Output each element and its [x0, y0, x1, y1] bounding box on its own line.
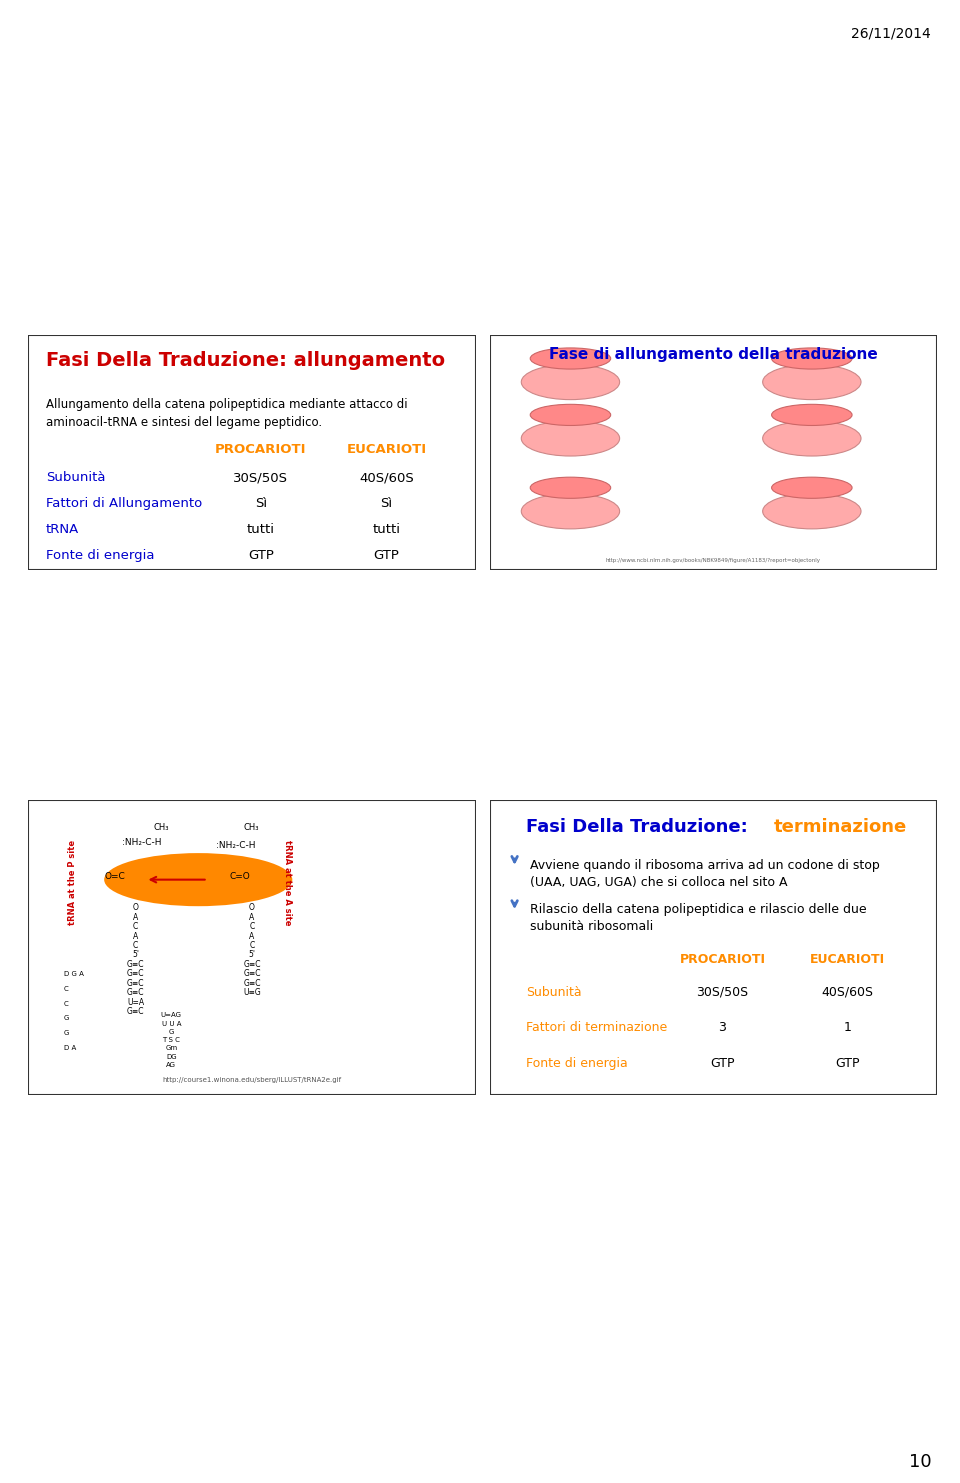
Text: Avviene quando il ribosoma arriva ad un codone di stop
(UAA, UAG, UGA) che si co: Avviene quando il ribosoma arriva ad un …	[530, 859, 880, 888]
Text: U U A: U U A	[161, 1020, 181, 1026]
Text: G≡C: G≡C	[127, 979, 144, 988]
Text: tRNA at the P site: tRNA at the P site	[68, 839, 78, 925]
Text: 5': 5'	[249, 951, 255, 960]
Text: G≡C: G≡C	[127, 988, 144, 997]
Text: Subunità: Subunità	[46, 472, 106, 485]
Text: Fonte di energia: Fonte di energia	[526, 1057, 628, 1069]
Text: GTP: GTP	[373, 549, 399, 562]
Text: tRNA at the A site: tRNA at the A site	[283, 839, 293, 925]
Text: DG: DG	[166, 1054, 177, 1060]
Ellipse shape	[521, 494, 619, 529]
Text: C: C	[63, 986, 68, 992]
Text: :NH₂-C-H: :NH₂-C-H	[216, 841, 255, 850]
Ellipse shape	[762, 365, 861, 399]
Ellipse shape	[772, 405, 852, 426]
Text: C=O: C=O	[229, 872, 251, 881]
Text: CH₃: CH₃	[154, 823, 169, 832]
Ellipse shape	[530, 349, 611, 369]
Text: A: A	[250, 931, 254, 940]
Ellipse shape	[521, 421, 619, 457]
Text: G≡C: G≡C	[127, 960, 144, 968]
Text: 40S/60S: 40S/60S	[359, 472, 414, 485]
Text: EUCARIOTI: EUCARIOTI	[347, 443, 426, 457]
Text: GTP: GTP	[248, 549, 274, 562]
Text: 40S/60S: 40S/60S	[822, 986, 874, 1000]
Text: C: C	[63, 1001, 68, 1007]
Text: 30S/50S: 30S/50S	[233, 472, 288, 485]
Text: Fasi Della Traduzione:: Fasi Della Traduzione:	[526, 817, 754, 836]
Text: tRNA: tRNA	[46, 523, 79, 535]
Text: :NH₂-C-H: :NH₂-C-H	[122, 838, 161, 847]
Text: CH₃: CH₃	[243, 823, 258, 832]
Text: G: G	[63, 1016, 69, 1022]
Text: G≡C: G≡C	[127, 970, 144, 979]
Text: U≡G: U≡G	[243, 988, 261, 997]
Text: 30S/50S: 30S/50S	[696, 986, 749, 1000]
Text: G≡C: G≡C	[243, 960, 261, 968]
Text: T S C: T S C	[162, 1037, 180, 1043]
Text: C: C	[132, 942, 138, 951]
Text: G≡C: G≡C	[243, 970, 261, 979]
Text: C: C	[132, 922, 138, 931]
Text: Fattori di Allungamento: Fattori di Allungamento	[46, 497, 203, 510]
Ellipse shape	[772, 478, 852, 498]
Text: A: A	[250, 912, 254, 922]
Text: Sì: Sì	[380, 497, 393, 510]
Ellipse shape	[137, 863, 259, 897]
Text: GTP: GTP	[835, 1057, 860, 1069]
Text: tutti: tutti	[372, 523, 400, 535]
Text: Sì: Sì	[255, 497, 267, 510]
Text: 26/11/2014: 26/11/2014	[852, 27, 931, 40]
Ellipse shape	[762, 494, 861, 529]
Text: Fonte di energia: Fonte di energia	[46, 549, 155, 562]
Text: U=AG: U=AG	[161, 1013, 181, 1019]
Text: Subunità: Subunità	[526, 986, 582, 1000]
Text: PROCARIOTI: PROCARIOTI	[215, 443, 306, 457]
Text: U=A: U=A	[127, 998, 144, 1007]
Text: EUCARIOTI: EUCARIOTI	[810, 954, 885, 967]
Text: D G A: D G A	[63, 971, 84, 977]
Text: A: A	[132, 912, 138, 922]
Text: 10: 10	[908, 1453, 931, 1471]
Text: Gm: Gm	[165, 1046, 178, 1051]
Text: http://www.ncbi.nlm.nih.gov/books/NBK9849/figure/A1183/?report=objectonly: http://www.ncbi.nlm.nih.gov/books/NBK984…	[606, 558, 821, 564]
Ellipse shape	[762, 421, 861, 457]
Text: tutti: tutti	[247, 523, 275, 535]
Text: http://course1.winona.edu/sberg/ILLUST/tRNA2e.gif: http://course1.winona.edu/sberg/ILLUST/t…	[162, 1077, 342, 1083]
Ellipse shape	[521, 365, 619, 399]
Ellipse shape	[118, 857, 278, 902]
Text: O: O	[249, 903, 255, 912]
Text: D A: D A	[63, 1046, 76, 1051]
Ellipse shape	[530, 405, 611, 426]
Text: Allungamento della catena polipeptidica mediante attacco di
aminoacil-tRNA e sin: Allungamento della catena polipeptidica …	[46, 399, 408, 430]
Ellipse shape	[160, 869, 236, 890]
Text: terminazione: terminazione	[774, 817, 907, 836]
Text: O: O	[132, 903, 138, 912]
Text: G: G	[169, 1029, 174, 1035]
Text: AG: AG	[166, 1062, 177, 1068]
Text: Fattori di terminazione: Fattori di terminazione	[526, 1022, 667, 1034]
Text: A: A	[132, 931, 138, 940]
Ellipse shape	[105, 853, 292, 906]
Text: G≡C: G≡C	[127, 1007, 144, 1016]
Text: GTP: GTP	[710, 1057, 734, 1069]
Text: PROCARIOTI: PROCARIOTI	[680, 954, 765, 967]
Text: C: C	[250, 942, 254, 951]
Text: G≡C: G≡C	[243, 979, 261, 988]
Text: Fase di allungamento della traduzione: Fase di allungamento della traduzione	[549, 347, 877, 362]
Text: C: C	[250, 922, 254, 931]
Text: Rilascio della catena polipeptidica e rilascio delle due
subunità ribosomali: Rilascio della catena polipeptidica e ri…	[530, 903, 867, 933]
Text: G: G	[63, 1031, 69, 1037]
Text: 3: 3	[718, 1022, 727, 1034]
Ellipse shape	[772, 349, 852, 369]
Text: O=C: O=C	[105, 872, 125, 881]
Text: Fasi Della Traduzione: allungamento: Fasi Della Traduzione: allungamento	[46, 351, 445, 371]
Ellipse shape	[530, 478, 611, 498]
Text: 5': 5'	[132, 951, 139, 960]
Text: 1: 1	[844, 1022, 852, 1034]
